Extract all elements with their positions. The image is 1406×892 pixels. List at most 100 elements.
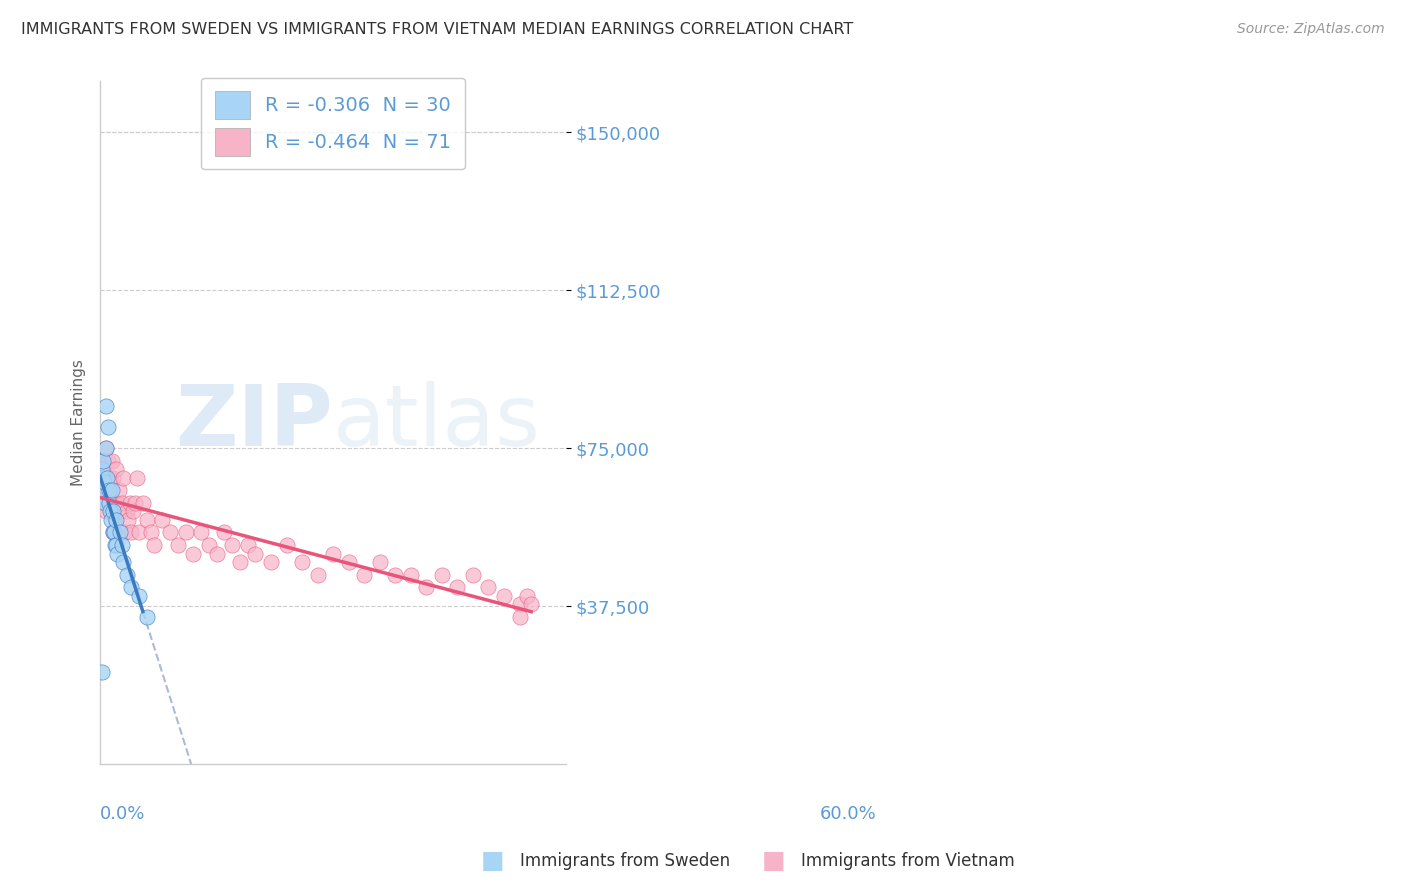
Point — [132, 496, 155, 510]
Point — [520, 597, 543, 611]
Point — [90, 470, 112, 484]
Point — [114, 525, 136, 540]
Point — [245, 547, 267, 561]
Point — [135, 513, 157, 527]
Point — [101, 454, 124, 468]
Point — [214, 525, 236, 540]
Point — [98, 470, 121, 484]
Y-axis label: Median Earnings: Median Earnings — [72, 359, 86, 486]
Point — [368, 555, 391, 569]
Point — [183, 547, 205, 561]
Point — [94, 441, 117, 455]
Point — [101, 504, 124, 518]
Point — [118, 496, 141, 510]
Point — [135, 609, 157, 624]
Point — [128, 589, 150, 603]
Point — [97, 483, 120, 498]
Text: ■: ■ — [481, 849, 503, 872]
Point — [198, 538, 221, 552]
Point — [260, 555, 283, 569]
Point — [111, 538, 134, 552]
Point — [93, 496, 115, 510]
Point — [121, 504, 143, 518]
Point — [415, 580, 437, 594]
Point — [103, 525, 125, 540]
Legend: R = -0.306  N = 30, R = -0.464  N = 71: R = -0.306 N = 30, R = -0.464 N = 71 — [201, 78, 465, 169]
Point — [93, 475, 115, 489]
Point — [307, 567, 329, 582]
Text: IMMIGRANTS FROM SWEDEN VS IMMIGRANTS FROM VIETNAM MEDIAN EARNINGS CORRELATION CH: IMMIGRANTS FROM SWEDEN VS IMMIGRANTS FRO… — [21, 22, 853, 37]
Point — [115, 504, 138, 518]
Point — [461, 567, 484, 582]
Point — [124, 496, 146, 510]
Point — [101, 483, 124, 498]
Point — [384, 567, 406, 582]
Point — [110, 504, 132, 518]
Point — [103, 470, 125, 484]
Text: Immigrants from Vietnam: Immigrants from Vietnam — [801, 852, 1015, 870]
Point — [90, 470, 112, 484]
Point — [112, 470, 135, 484]
Point — [111, 496, 134, 510]
Point — [399, 567, 422, 582]
Point — [91, 483, 114, 498]
Point — [127, 470, 149, 484]
Point — [90, 665, 112, 679]
Point — [446, 580, 468, 594]
Point — [205, 547, 228, 561]
Point — [107, 483, 129, 498]
Point — [108, 525, 131, 540]
Point — [516, 589, 538, 603]
Point — [190, 525, 212, 540]
Point — [101, 525, 124, 540]
Text: Immigrants from Sweden: Immigrants from Sweden — [520, 852, 730, 870]
Text: ZIP: ZIP — [176, 382, 333, 465]
Point — [159, 525, 181, 540]
Point — [221, 538, 243, 552]
Point — [430, 567, 453, 582]
Point — [509, 597, 531, 611]
Point — [128, 525, 150, 540]
Point — [337, 555, 360, 569]
Point — [322, 547, 344, 561]
Point — [97, 420, 120, 434]
Point — [103, 525, 125, 540]
Point — [91, 462, 114, 476]
Point — [98, 496, 121, 510]
Point — [291, 555, 314, 569]
Point — [100, 504, 122, 518]
Point — [90, 483, 112, 498]
Point — [97, 496, 120, 510]
Point — [139, 525, 162, 540]
Point — [105, 496, 128, 510]
Point — [104, 462, 127, 476]
Text: atlas: atlas — [333, 382, 541, 465]
Point — [104, 513, 127, 527]
Point — [98, 483, 121, 498]
Point — [120, 580, 142, 594]
Point — [91, 454, 114, 468]
Point — [97, 454, 120, 468]
Point — [96, 399, 118, 413]
Point — [353, 567, 375, 582]
Point — [105, 538, 128, 552]
Text: 60.0%: 60.0% — [820, 805, 877, 823]
Text: Source: ZipAtlas.com: Source: ZipAtlas.com — [1237, 22, 1385, 37]
Point — [94, 470, 117, 484]
Point — [94, 441, 117, 455]
Point — [117, 513, 139, 527]
Point — [120, 525, 142, 540]
Point — [477, 580, 499, 594]
Point — [103, 496, 125, 510]
Point — [174, 525, 197, 540]
Point — [166, 538, 188, 552]
Point — [91, 462, 114, 476]
Point — [150, 513, 173, 527]
Point — [117, 567, 139, 582]
Point — [143, 538, 166, 552]
Point — [276, 538, 298, 552]
Point — [105, 547, 128, 561]
Point — [94, 496, 117, 510]
Point — [98, 504, 121, 518]
Text: ■: ■ — [762, 849, 785, 872]
